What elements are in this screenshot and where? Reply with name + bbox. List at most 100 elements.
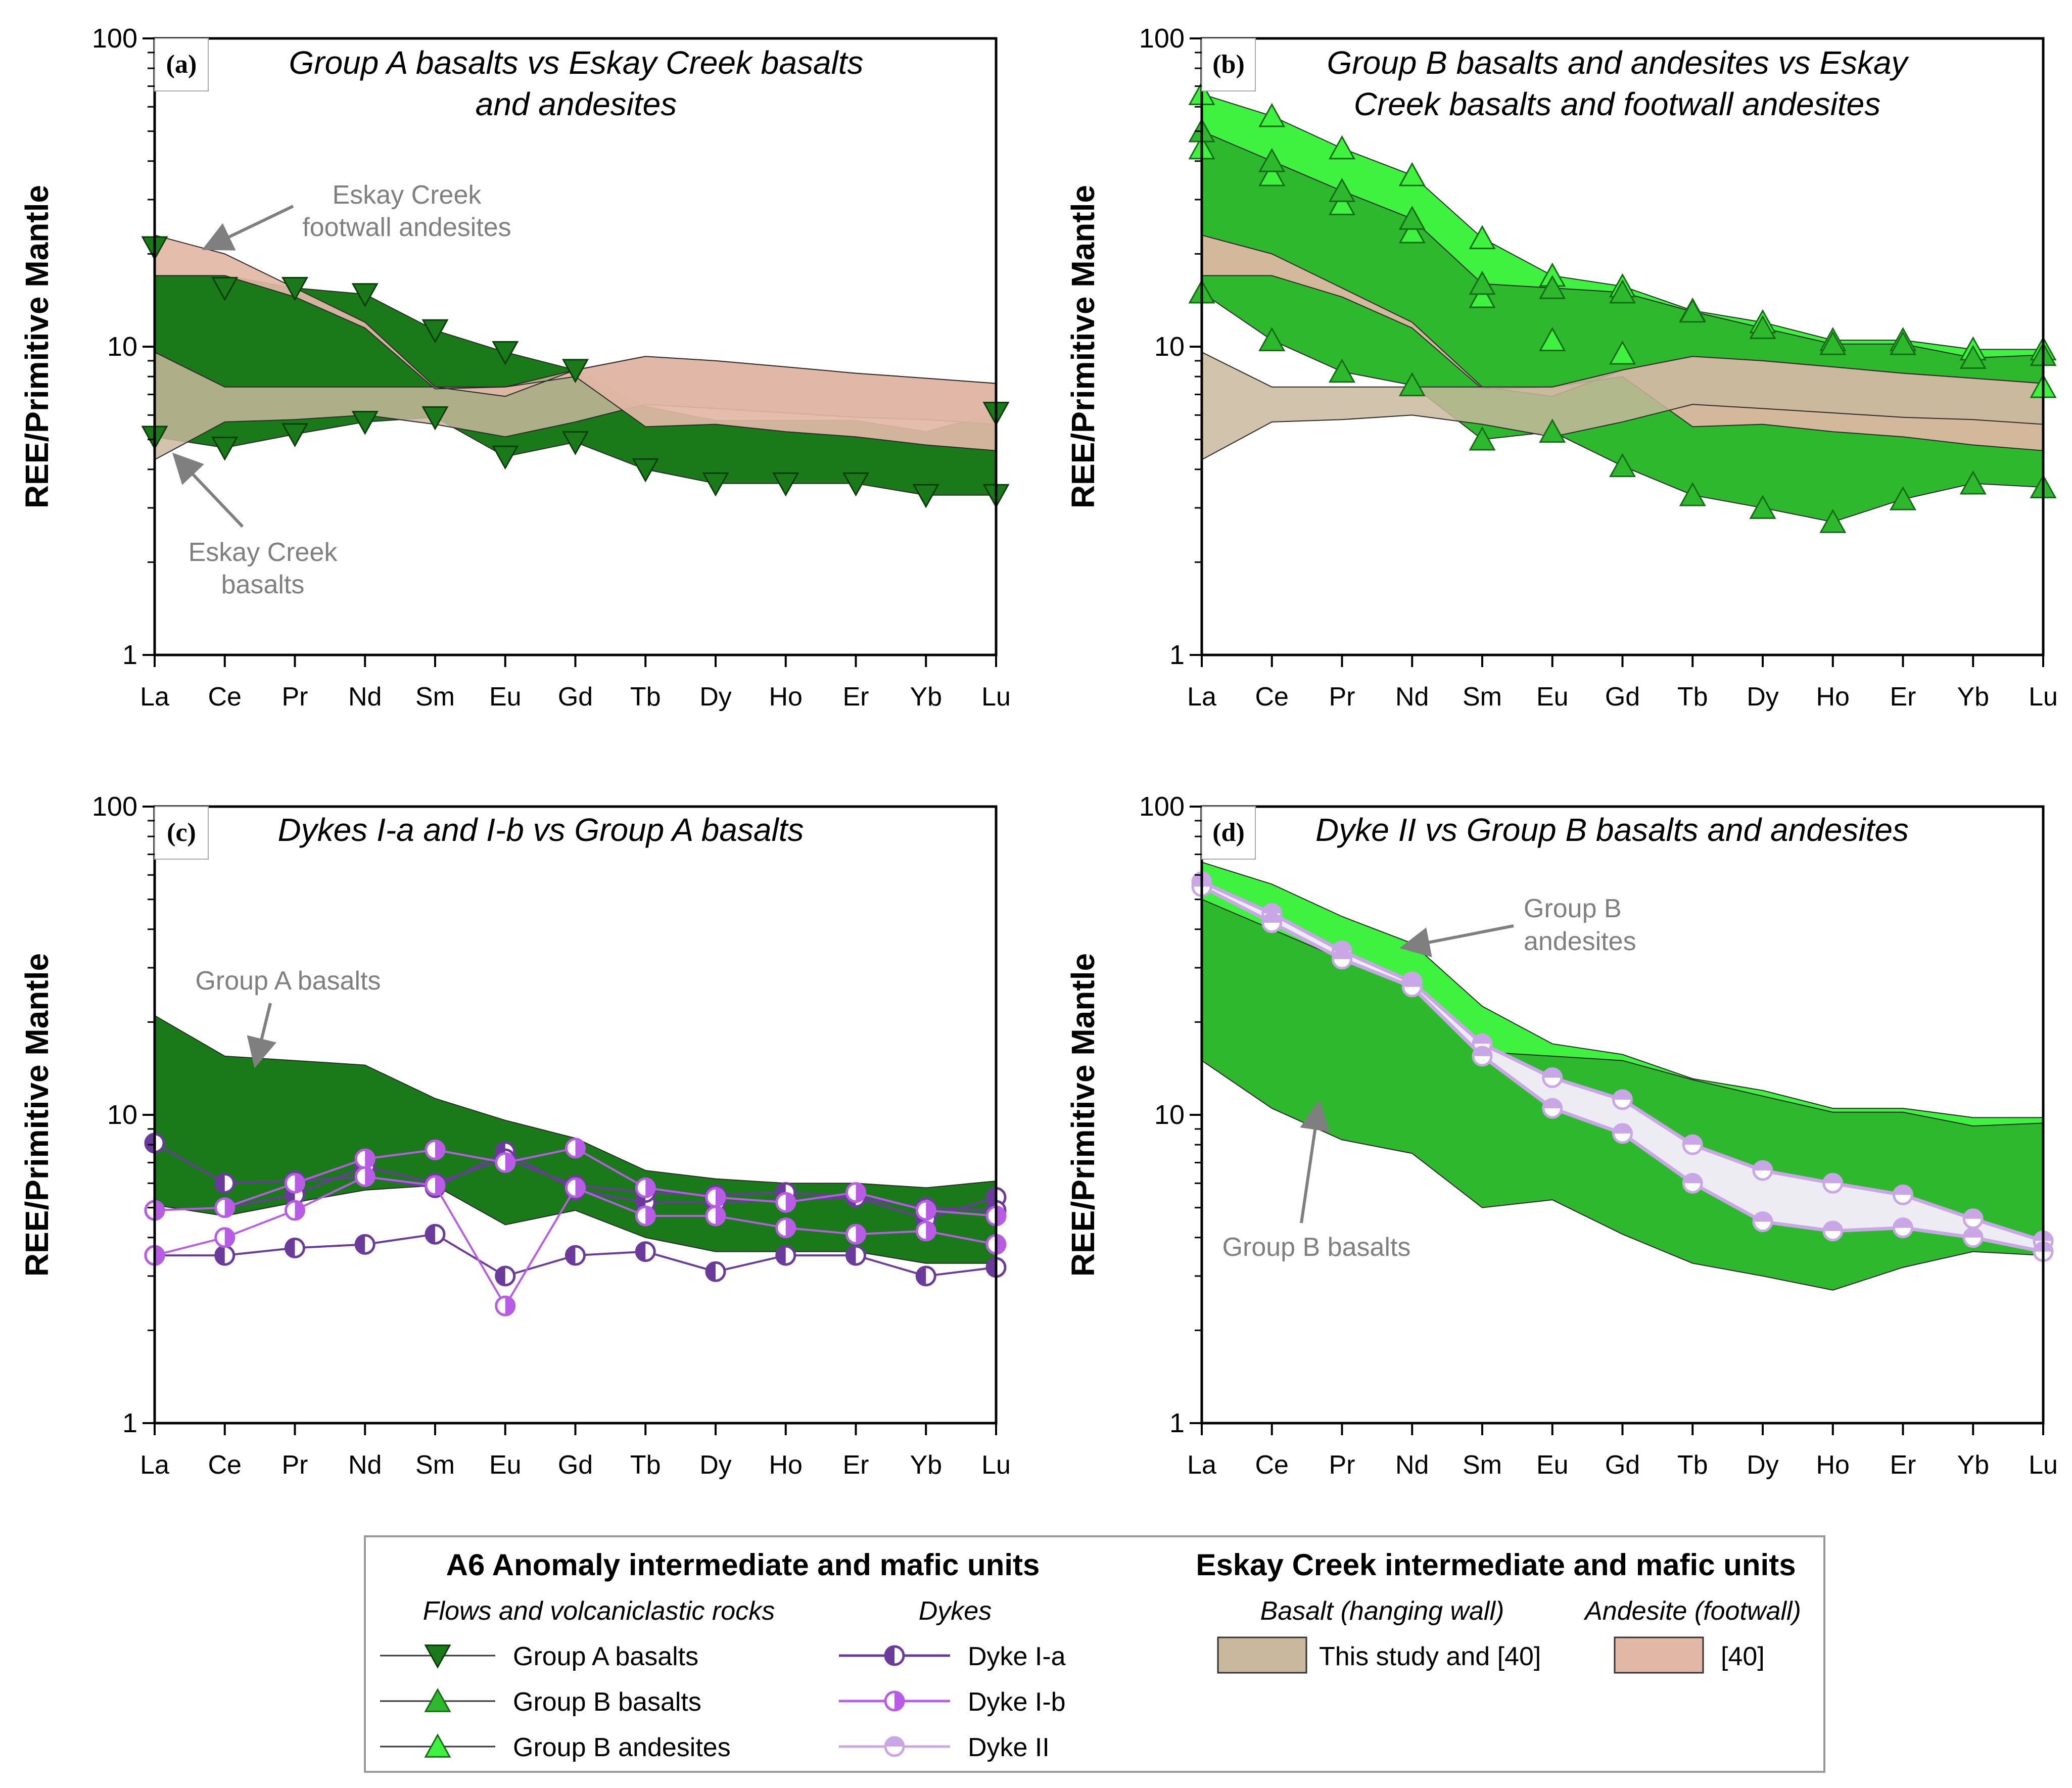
panel-a-y-axis-label: REE/Primitive Mantle <box>19 185 55 508</box>
x-tick-label: Yb <box>1957 682 1989 712</box>
y-tick-label: 1 <box>1169 1408 1185 1438</box>
data-point <box>1328 177 1356 202</box>
data-point <box>1889 486 1917 510</box>
panel-b-plot-area <box>1188 81 2057 533</box>
legend-marker-group-a <box>424 1644 451 1669</box>
data-point <box>1258 162 1286 186</box>
data-point <box>912 484 939 508</box>
panel-c-label-box: (c) <box>154 806 209 860</box>
x-tick-label: Eu <box>1536 1450 1569 1480</box>
annotation-arrow <box>1399 924 1514 958</box>
series-group-b-basalts-min- <box>1188 279 2057 533</box>
data-point <box>561 431 589 455</box>
data-point <box>211 437 239 461</box>
legend-marker-shape <box>424 1733 451 1758</box>
annotation-text: Group B basalts <box>1222 1233 1411 1262</box>
x-tick-label: Pr <box>282 682 308 712</box>
panel-a-label-box: (a) <box>154 38 209 91</box>
data-point <box>565 1177 586 1198</box>
data-point <box>285 1200 305 1221</box>
data-point <box>425 1139 446 1160</box>
legend-item-group-a-basalts: Group A basalts <box>380 1642 698 1671</box>
x-tick-label: Lu <box>2029 682 2058 712</box>
data-point <box>1472 1046 1493 1067</box>
legend-flows-subtitle: Flows and volcaniclastic rocks <box>423 1596 775 1626</box>
data-point <box>1749 495 1776 519</box>
data-point <box>845 1182 866 1203</box>
annotation-text: Eskay Creek <box>333 180 482 210</box>
data-point <box>565 1245 586 1266</box>
x-tick-label: Pr <box>1329 682 1355 712</box>
panel-d: (d) Dyke II vs Group B basalts and andes… <box>1065 791 2058 1480</box>
legend-item-eskay-basalt: This study and [40] <box>1217 1636 1541 1674</box>
data-point <box>705 1205 726 1227</box>
panel-d-y-ticks: 1 10 100 <box>1139 791 1202 1438</box>
panel-d-plot-area <box>1191 861 2054 1291</box>
legend-item-group-b-basalts: Group B basalts <box>380 1687 701 1717</box>
data-point <box>1328 191 1356 215</box>
data-point <box>1261 912 1283 933</box>
data-point <box>214 1172 236 1194</box>
data-point <box>1893 1184 1913 1205</box>
data-point <box>1328 358 1356 383</box>
panel-a-y-ticks: 1 10 100 <box>92 23 155 670</box>
data-point <box>1469 225 1496 250</box>
data-point <box>492 341 519 365</box>
panel-a-annotation-andesites: Eskay Creek footwall andesites <box>202 180 511 251</box>
data-point <box>565 1138 586 1159</box>
data-point <box>1398 372 1426 397</box>
data-point <box>1258 103 1286 127</box>
data-point <box>281 423 309 448</box>
panel-c-y-ticks: 1 10 100 <box>92 791 155 1438</box>
data-point <box>561 359 589 384</box>
panel-b-y-ticks: 1 10 100 <box>1139 23 1202 670</box>
legend-marker-shape <box>424 1688 451 1712</box>
data-point <box>495 1295 516 1316</box>
x-tick-label: Tb <box>1677 682 1708 712</box>
legend-item-dyke-ii: Dyke II <box>839 1733 1050 1762</box>
data-point <box>214 1197 236 1218</box>
x-tick-label: La <box>1187 682 1216 712</box>
x-tick-label: Eu <box>489 682 522 712</box>
x-tick-label: Nd <box>348 682 382 712</box>
panel-c-y-axis-label: REE/Primitive Mantle <box>19 953 55 1277</box>
data-point <box>915 1265 936 1287</box>
panel-d-label: (d) <box>1212 818 1245 847</box>
panel-a-plot-area <box>141 234 1010 508</box>
legend-basalt-subtitle: Basalt (hanging wall) <box>1260 1596 1504 1626</box>
data-point <box>1609 340 1636 365</box>
x-tick-label: Dy <box>699 1450 732 1480</box>
legend: A6 Anomaly intermediate and mafic units … <box>364 1535 1825 1773</box>
x-tick-label: Gd <box>558 1450 593 1480</box>
x-tick-label: Gd <box>558 682 593 712</box>
panel-d-annotation-basalts: Group B basalts <box>1222 1100 1411 1262</box>
legend-item-dyke-ia: Dyke I-a <box>839 1642 1066 1671</box>
annotation-text: Eskay Creek <box>189 538 338 567</box>
x-tick-label: Ce <box>1255 1450 1289 1480</box>
panel-d-x-ticks: La Ce Pr Nd Sm Eu Gd Tb Dy Ho Er Yb Lu <box>1187 1423 2058 1480</box>
annotation-text: basalts <box>221 570 305 599</box>
legend-label: Dyke I-a <box>968 1642 1066 1671</box>
panel-b-label-box: (b) <box>1201 38 1256 91</box>
x-tick-label: Ho <box>1816 682 1850 712</box>
x-tick-label: Sm <box>1463 682 1502 712</box>
x-tick-label: Lu <box>981 1450 1011 1480</box>
data-point <box>1962 1208 1984 1230</box>
legend-swatch-eskay-basalt <box>1217 1636 1307 1674</box>
x-tick-label: Tb <box>630 682 661 712</box>
y-tick-label: 10 <box>107 332 137 362</box>
legend-item-group-b-andesites: Group B andesites <box>380 1733 731 1762</box>
data-point <box>1889 331 1917 355</box>
legend-eskay-title: Eskay Creek intermediate and mafic units <box>1196 1548 1796 1582</box>
data-point <box>214 1227 236 1248</box>
legend-frame <box>364 1535 1825 1773</box>
data-point <box>285 1172 305 1194</box>
annotation-text: Group A basalts <box>195 966 381 996</box>
data-point <box>1398 205 1426 230</box>
annotation-text: footwall andesites <box>302 213 511 242</box>
data-point <box>845 1245 866 1266</box>
y-tick-label: 10 <box>1154 332 1185 362</box>
data-point <box>492 445 519 470</box>
panel-b-title-line-2: Creek basalts and footwall andesites <box>1354 86 1880 122</box>
